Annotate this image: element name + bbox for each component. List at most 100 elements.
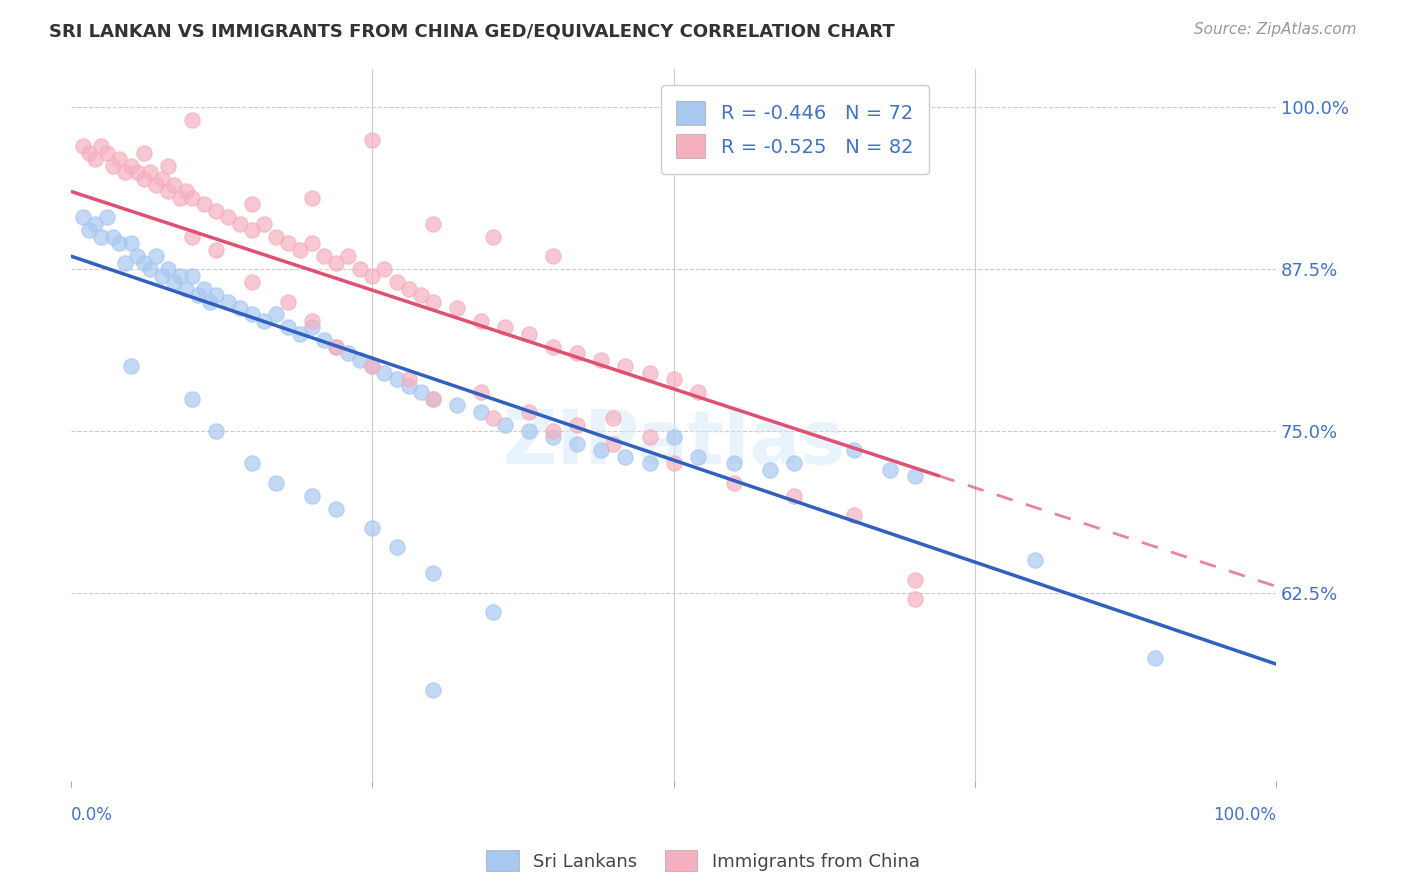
Point xyxy=(1024,553,1046,567)
Point xyxy=(145,178,167,192)
Point xyxy=(121,359,143,374)
Text: ZIPatlas: ZIPatlas xyxy=(502,408,845,481)
Point xyxy=(385,541,408,555)
Point xyxy=(602,437,624,451)
Point xyxy=(253,217,276,231)
Point xyxy=(90,229,112,244)
Point xyxy=(349,352,371,367)
Point xyxy=(264,308,287,322)
Point xyxy=(783,489,806,503)
Point xyxy=(217,294,239,309)
Point xyxy=(193,282,215,296)
Point xyxy=(723,456,745,470)
Point xyxy=(217,211,239,225)
Point xyxy=(156,159,179,173)
Point xyxy=(567,437,589,451)
Point xyxy=(541,249,564,263)
Point xyxy=(361,359,384,374)
Point xyxy=(422,217,444,231)
Point xyxy=(79,145,101,160)
Legend: R = -0.446   N = 72, R = -0.525   N = 82: R = -0.446 N = 72, R = -0.525 N = 82 xyxy=(661,86,929,174)
Point xyxy=(314,249,336,263)
Point xyxy=(156,185,179,199)
Point xyxy=(446,301,468,315)
Point xyxy=(591,443,613,458)
Point xyxy=(103,229,125,244)
Point xyxy=(127,249,149,263)
Point xyxy=(240,456,263,470)
Point xyxy=(150,171,173,186)
Point xyxy=(1144,650,1167,665)
Point xyxy=(180,229,202,244)
Point xyxy=(84,152,107,166)
Point xyxy=(723,475,745,490)
Point xyxy=(325,501,347,516)
Point xyxy=(337,346,360,360)
Point xyxy=(638,456,661,470)
Point xyxy=(204,203,226,218)
Point xyxy=(163,275,186,289)
Point xyxy=(96,211,118,225)
Point xyxy=(517,404,540,418)
Point xyxy=(541,430,564,444)
Point xyxy=(180,268,202,283)
Point xyxy=(614,450,637,464)
Point xyxy=(879,463,901,477)
Point xyxy=(783,456,806,470)
Point xyxy=(301,191,323,205)
Point xyxy=(638,366,661,380)
Point xyxy=(174,282,197,296)
Point xyxy=(240,223,263,237)
Point xyxy=(470,404,492,418)
Point xyxy=(541,424,564,438)
Point xyxy=(169,191,191,205)
Point xyxy=(614,359,637,374)
Point xyxy=(686,385,709,400)
Point xyxy=(132,171,155,186)
Point xyxy=(121,236,143,251)
Point xyxy=(361,359,384,374)
Point xyxy=(180,392,202,406)
Point xyxy=(409,288,432,302)
Point xyxy=(446,398,468,412)
Point xyxy=(277,320,299,334)
Point xyxy=(163,178,186,192)
Point xyxy=(229,301,252,315)
Point xyxy=(385,372,408,386)
Point xyxy=(204,424,226,438)
Point xyxy=(903,592,925,607)
Point xyxy=(288,326,311,341)
Point xyxy=(361,133,384,147)
Point xyxy=(567,346,589,360)
Point xyxy=(349,262,371,277)
Point xyxy=(240,197,263,211)
Point xyxy=(150,268,173,283)
Point xyxy=(253,314,276,328)
Point xyxy=(903,469,925,483)
Point xyxy=(517,326,540,341)
Point xyxy=(79,223,101,237)
Point xyxy=(567,417,589,432)
Point xyxy=(409,385,432,400)
Point xyxy=(903,573,925,587)
Point xyxy=(114,256,136,270)
Point xyxy=(422,392,444,406)
Point xyxy=(229,217,252,231)
Point xyxy=(90,139,112,153)
Point xyxy=(156,262,179,277)
Point xyxy=(108,236,131,251)
Point xyxy=(138,262,160,277)
Point xyxy=(844,443,866,458)
Point xyxy=(301,489,323,503)
Point xyxy=(138,165,160,179)
Point xyxy=(373,366,395,380)
Point xyxy=(470,314,492,328)
Point xyxy=(121,159,143,173)
Point xyxy=(240,275,263,289)
Point xyxy=(301,320,323,334)
Point xyxy=(422,294,444,309)
Point xyxy=(240,308,263,322)
Point xyxy=(174,185,197,199)
Point xyxy=(398,372,420,386)
Point xyxy=(288,243,311,257)
